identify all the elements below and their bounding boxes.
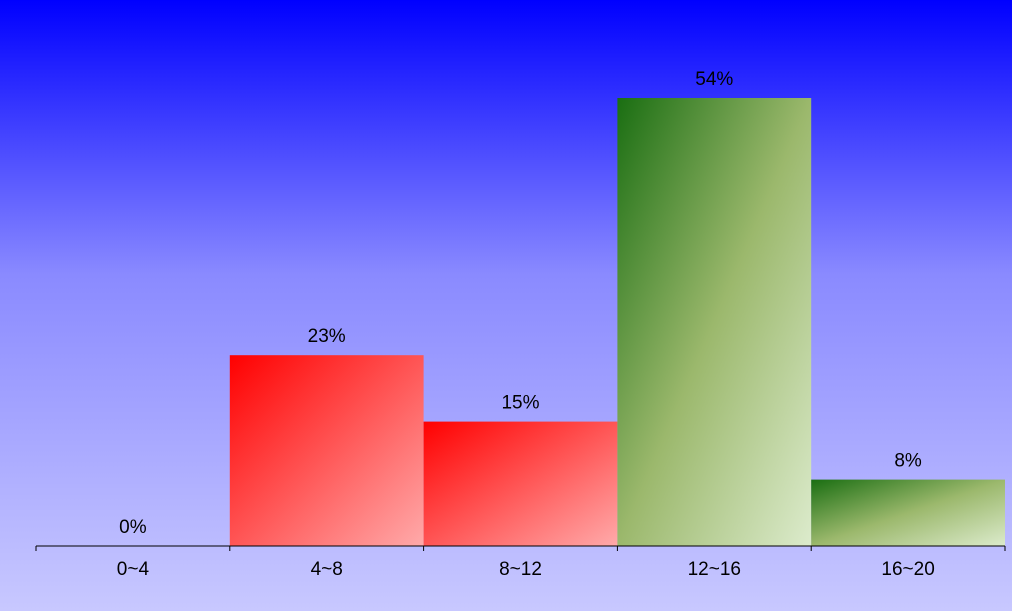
bar-16~20 <box>811 479 1005 546</box>
bar-4~8 <box>229 355 424 546</box>
bars-group <box>229 98 1005 546</box>
bar-8~12 <box>423 421 618 546</box>
value-label-4~8: 23% <box>308 326 346 347</box>
value-label-8~12: 15% <box>501 393 539 414</box>
value-label-12~16: 54% <box>695 69 733 90</box>
bar-12~16 <box>617 98 812 546</box>
tick-labels-group: 0~4 4~8 8~12 12~16 16~20 <box>117 559 935 580</box>
tick-label-4~8: 4~8 <box>311 559 343 580</box>
tick-label-12~16: 12~16 <box>688 559 741 580</box>
tick-label-16~20: 16~20 <box>881 559 934 580</box>
value-label-0~4: 0% <box>119 517 147 538</box>
x-axis <box>35 545 1006 551</box>
tick-label-8~12: 8~12 <box>499 559 542 580</box>
value-labels-group: 0% 23% 15% 54% 8% <box>119 69 922 538</box>
value-label-16~20: 8% <box>894 451 922 472</box>
tick-label-0~4: 0~4 <box>117 559 150 580</box>
